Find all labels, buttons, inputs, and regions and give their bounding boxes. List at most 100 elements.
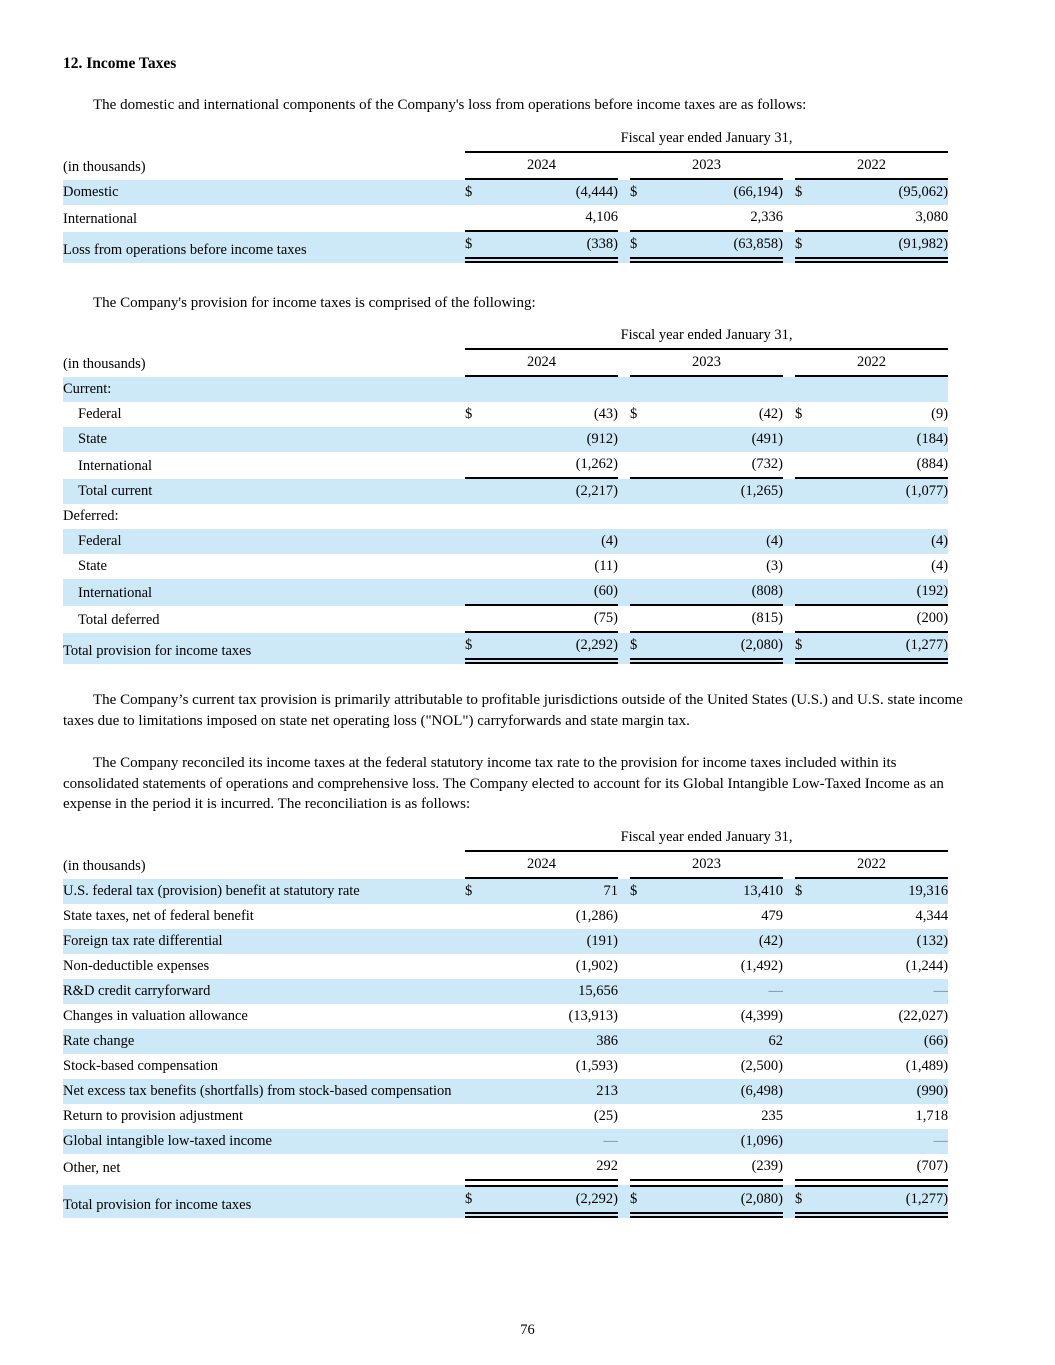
dollar-sign xyxy=(795,479,817,504)
cell-value: (990) xyxy=(817,1078,949,1104)
rate-reconciliation-table: Fiscal year ended January 31, (in thousan… xyxy=(63,825,949,1218)
cell-value: 1,718 xyxy=(915,1107,949,1124)
cell-value: (1,244) xyxy=(905,957,949,974)
column-gap xyxy=(783,852,795,879)
cell-value: (200) xyxy=(817,606,949,633)
cell-value: 2,336 xyxy=(652,205,783,232)
dollar-sign xyxy=(465,452,487,479)
cell-value: (2,292) xyxy=(487,633,618,664)
cell-value: (1,077) xyxy=(817,479,949,504)
cell-value xyxy=(817,377,949,402)
dollar-sign xyxy=(465,554,487,579)
dollar-sign xyxy=(630,205,652,232)
dollar-sign xyxy=(465,479,487,504)
cell-value: (3) xyxy=(766,558,783,574)
dollar-sign xyxy=(795,928,817,954)
cell-value: (1,277) xyxy=(817,1184,949,1218)
cell-value: (4) xyxy=(652,529,783,554)
dollar-sign xyxy=(795,1054,817,1079)
row-label: Return to provision adjustment xyxy=(63,1107,244,1124)
in-thousands-label: (in thousands) xyxy=(63,356,146,372)
table-row: Net excess tax benefits (shortfalls) fro… xyxy=(63,1078,949,1104)
column-gap xyxy=(783,1104,795,1129)
column-gap xyxy=(618,427,630,452)
row-label: Deferred: xyxy=(63,508,119,524)
cell-value: (66) xyxy=(817,1028,949,1054)
column-gap xyxy=(783,633,795,664)
column-gap xyxy=(618,904,630,929)
cell-value: (66,194) xyxy=(652,179,783,205)
dollar-sign xyxy=(630,1104,652,1129)
dollar-sign xyxy=(795,1128,817,1154)
loss-components-table: Fiscal year ended January 31, (in thousan… xyxy=(63,126,949,263)
cell-value: (43) xyxy=(593,406,618,422)
em-dash: — xyxy=(933,982,949,999)
year-header: 2024 xyxy=(465,852,618,879)
cell-value: (1,265) xyxy=(652,479,783,504)
dollar-sign xyxy=(630,1078,652,1104)
column-gap xyxy=(618,1184,630,1218)
cell-value: 386 xyxy=(487,1028,618,1054)
in-thousands-label: (in thousands) xyxy=(63,857,146,874)
column-gap xyxy=(618,231,630,263)
cell-value: (95,062) xyxy=(817,179,949,205)
year-header: 2022 xyxy=(795,350,949,377)
table-row: Total provision for income taxes $ (2,292)… xyxy=(63,1184,949,1218)
column-gap xyxy=(783,928,795,954)
row-label: Global intangible low-taxed income xyxy=(63,1128,465,1154)
cell-value: (13,913) xyxy=(568,1007,618,1024)
in-thousands-label: (in thousands) xyxy=(63,158,146,175)
row-label: Domestic xyxy=(63,179,465,205)
cell-value: (63,858) xyxy=(652,231,783,263)
dollar-sign xyxy=(795,579,817,606)
dollar-sign: $ xyxy=(465,231,487,263)
cell-value: (4) xyxy=(931,558,949,574)
cell-value: (239) xyxy=(652,1154,783,1181)
dollar-sign xyxy=(465,1054,487,1079)
rate-reconciliation-table: Fiscal year ended January 31, (in thousan… xyxy=(63,825,965,1218)
row-label: Current: xyxy=(63,377,465,402)
cell-value: (808) xyxy=(652,579,783,606)
dollar-sign xyxy=(630,1054,652,1079)
column-gap xyxy=(618,179,630,205)
dollar-sign xyxy=(795,452,817,479)
dollar-sign xyxy=(630,1004,652,1029)
cell-value: 479 xyxy=(761,907,783,924)
period-header-row: Fiscal year ended January 31, xyxy=(63,825,949,852)
column-gap xyxy=(618,529,630,554)
row-label: Other, net xyxy=(63,1159,121,1176)
column-gap xyxy=(783,529,795,554)
dollar-sign xyxy=(630,904,652,929)
column-gap xyxy=(783,427,795,452)
column-gap xyxy=(783,954,795,979)
cell-value: — xyxy=(652,978,783,1004)
dollar-sign xyxy=(795,205,817,232)
dollar-sign xyxy=(630,1028,652,1054)
dollar-sign xyxy=(630,479,652,504)
dollar-sign xyxy=(465,504,487,529)
row-label: Foreign tax rate differential xyxy=(63,928,465,954)
column-gap xyxy=(618,852,630,879)
dollar-sign: $ xyxy=(795,1184,817,1218)
cell-value: (192) xyxy=(817,579,949,606)
paragraph-loss-components-intro: The domestic and international component… xyxy=(93,97,807,113)
table-row: Federal $ (43) $ (42) $ (9) xyxy=(63,402,948,427)
cell-value: 19,316 xyxy=(817,878,949,904)
cell-value xyxy=(652,377,783,402)
paragraph-reconciliation-intro: The Company reconciled its income taxes … xyxy=(63,755,944,812)
dollar-sign: $ xyxy=(795,179,817,205)
dollar-sign xyxy=(465,205,487,232)
cell-value: (1,096) xyxy=(652,1128,783,1154)
em-dash: — xyxy=(603,1132,619,1149)
cell-value: (1,286) xyxy=(575,907,618,924)
column-gap xyxy=(783,1128,795,1154)
row-label: Loss from operations before income taxes xyxy=(63,231,465,263)
column-gap xyxy=(783,1078,795,1104)
table-row: Total provision for income taxes $ (2,292)… xyxy=(63,633,949,664)
table-row: Return to provision adjustment (25) 235 1,7… xyxy=(63,1104,948,1129)
dollar-sign: $ xyxy=(630,878,652,904)
column-gap xyxy=(618,954,630,979)
cell-value: (25) xyxy=(593,1107,618,1124)
column-gap xyxy=(618,606,630,633)
column-gap xyxy=(618,1054,630,1079)
